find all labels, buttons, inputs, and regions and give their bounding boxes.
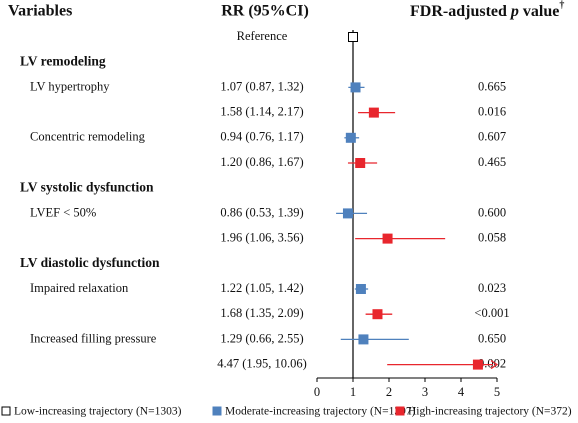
rr-text: 1.29 (0.66, 2.55) <box>220 331 303 345</box>
x-tick-label: 5 <box>494 385 500 399</box>
rr-text: 4.47 (1.95, 10.06) <box>217 356 307 370</box>
rr-text: 0.94 (0.76, 1.17) <box>220 130 303 144</box>
header-dagger: † <box>559 0 564 11</box>
group-heading: LV diastolic dysfunction <box>20 255 160 270</box>
header-rr: RR (95%CI) <box>221 3 309 20</box>
legend-label: Low-increasing trajectory (N=1303) <box>14 406 182 418</box>
row-label: Impaired relaxation <box>30 281 129 295</box>
p-value: 0.607 <box>478 130 506 144</box>
point-estimate <box>350 82 361 93</box>
p-value: 0.600 <box>478 205 506 219</box>
p-value: 0.650 <box>478 331 506 345</box>
rr-text: 1.58 (1.14, 2.17) <box>220 104 303 118</box>
legend-swatch <box>395 406 405 416</box>
header-variables: Variables <box>8 3 72 20</box>
point-estimate <box>368 107 379 118</box>
rr-text: Reference <box>237 29 288 43</box>
legend-label: High-increasing trajectory (N=372) <box>408 406 572 418</box>
point-estimate <box>342 208 353 219</box>
point-estimate <box>472 359 483 370</box>
point-estimate <box>372 309 383 320</box>
x-tick-label: 0 <box>314 385 320 399</box>
legend-swatch <box>1 406 11 416</box>
p-value: 0.023 <box>478 281 506 295</box>
x-tick-label: 4 <box>458 385 465 399</box>
rr-text: 0.86 (0.53, 1.39) <box>220 205 303 219</box>
p-value: 0.058 <box>478 230 506 244</box>
point-estimate <box>348 32 358 42</box>
rr-text: 1.22 (1.05, 1.42) <box>220 281 303 295</box>
x-tick-label: 1 <box>350 385 356 399</box>
p-value: 0.665 <box>478 79 506 93</box>
header-fdr-p: p <box>509 3 519 20</box>
group-heading: LV systolic dysfunction <box>20 179 154 194</box>
point-estimate <box>358 334 369 345</box>
point-estimate <box>345 132 356 143</box>
point-estimate <box>382 233 393 244</box>
p-value: 0.016 <box>478 104 506 118</box>
group-heading: LV remodeling <box>20 53 106 68</box>
rr-text: 1.68 (1.35, 2.09) <box>220 306 303 320</box>
header-fdr: FDR-adjusted p value† <box>410 0 564 19</box>
point-estimate <box>355 158 366 168</box>
header-fdr-value: value <box>523 3 559 20</box>
row-label: LVEF < 50% <box>30 205 96 219</box>
row-label: LV hypertrophy <box>30 79 110 93</box>
row-label: Concentric remodeling <box>30 130 146 144</box>
x-tick-label: 2 <box>386 385 392 399</box>
point-estimate <box>355 284 366 294</box>
row-label: Increased filling pressure <box>30 331 157 345</box>
header-fdr-text: FDR-adjusted <box>410 3 507 20</box>
rr-text: 1.20 (0.86, 1.67) <box>220 155 303 169</box>
ci-arrow <box>490 360 499 370</box>
legend-swatch <box>212 406 222 416</box>
x-tick-label: 3 <box>422 385 428 399</box>
legend-label: Moderate-increasing trajectory (N=1397) <box>225 406 416 418</box>
p-value: <0.001 <box>474 306 509 320</box>
rr-text: 1.07 (0.87, 1.32) <box>220 79 303 93</box>
p-value: 0.465 <box>478 155 506 169</box>
rr-text: 1.96 (1.06, 3.56) <box>220 230 303 244</box>
p-value: 0.002 <box>478 356 506 370</box>
